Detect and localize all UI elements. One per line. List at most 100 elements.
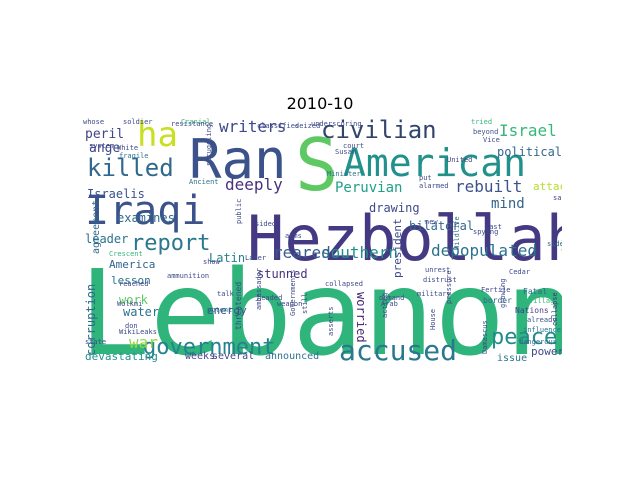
cloud-word-border: border <box>483 296 512 305</box>
cloud-word-minister: Minister <box>327 170 361 178</box>
cloud-word-reared: reared <box>273 243 331 262</box>
cloud-word-peril: peril <box>85 127 124 142</box>
cloud-word-depopulated: depopulated <box>431 241 537 260</box>
cloud-word-attack: attack <box>533 180 562 193</box>
cloud-word-collapse: collapse <box>551 292 559 326</box>
cloud-word-governments: Governments <box>289 270 297 316</box>
cloud-word-weapon: weapon <box>277 300 302 308</box>
cloud-word-nations: Nations <box>515 306 549 315</box>
cloud-word-ancient: Ancient <box>189 178 219 186</box>
cloud-word-wildlife: Wildlife <box>453 216 461 250</box>
cloud-word-don: don <box>125 322 138 330</box>
cloud-word-white: White <box>117 144 138 152</box>
cloud-word-intelligence: Intelligence <box>561 217 562 268</box>
cloud-word-peruvian: Peruvian <box>335 180 402 196</box>
cloud-word-village: village <box>529 297 559 305</box>
cloud-word-put: put <box>419 174 432 182</box>
cloud-word-fragile: fragile <box>119 152 149 160</box>
cloud-word-report: report <box>131 231 210 256</box>
cloud-word-talk: talk <box>217 290 235 298</box>
cloud-word-reached: reached <box>119 280 149 288</box>
cloud-word-tried: tried <box>471 118 492 126</box>
cloud-word-side: side <box>547 240 562 248</box>
cloud-word-vice: Vice <box>483 136 500 144</box>
cloud-word-peace: peace <box>491 325 557 350</box>
cloud-word-ha: ha <box>137 118 178 155</box>
cloud-word-ammunition: ammunition <box>167 272 209 280</box>
cloud-word-military: military <box>417 290 451 298</box>
cloud-word-wikileaks: WikiLeaks <box>119 328 157 336</box>
cloud-word-struggling: struggling <box>205 124 213 166</box>
cloud-word-arab: Arab <box>381 300 398 308</box>
cloud-word-ran: Ran <box>189 128 287 191</box>
cloud-word-seized: seized <box>295 122 320 130</box>
cloud-word-leader: leader <box>85 232 128 246</box>
cloud-word-writers: writers <box>219 118 286 136</box>
cloud-word-court: court <box>343 142 364 150</box>
cloud-word-war: war <box>129 333 158 352</box>
cloud-word-examines: examines <box>117 211 175 225</box>
cloud-word-spying: spying <box>473 228 498 236</box>
cloud-word-political: political <box>497 145 562 159</box>
cloud-word-demand: demand <box>379 294 404 302</box>
cloud-word-latin: Latin <box>209 251 245 265</box>
cloud-word-collapsed: collapsed <box>325 280 363 288</box>
cloud-word-announced: announced <box>265 351 319 362</box>
cloud-word-already: already <box>527 316 557 324</box>
cloud-word-system: system <box>89 142 114 150</box>
cloud-word-worried: worried <box>354 292 368 343</box>
cloud-word-weeks: weeks <box>185 351 215 362</box>
cloud-word-last: Last <box>485 223 502 231</box>
cloud-word-soldier: soldier <box>123 118 153 126</box>
cloud-word-unrest: unrest <box>425 266 450 274</box>
cloud-word-corruption: corruption <box>84 284 98 356</box>
cloud-word-mind: mind <box>491 196 525 212</box>
cloud-word-cedar: Cedar <box>509 268 530 276</box>
cloud-word-asserts: asserts <box>327 306 335 336</box>
cloud-word-classified: classified <box>257 122 299 130</box>
cloud-word-state: state <box>85 338 106 346</box>
cloud-word-headed: headed <box>257 294 282 302</box>
cloud-word-acting: acting <box>381 293 389 318</box>
cloud-word-ange: ange <box>89 141 120 156</box>
cloud-word-s: S <box>295 123 338 207</box>
cloud-word-sided: sided <box>255 220 276 228</box>
cloud-word-crescent: Crescent <box>109 250 143 258</box>
cloud-word-distrust: distrust <box>423 276 457 284</box>
cloud-word-whose: whose <box>83 118 104 126</box>
cloud-word-house: House <box>429 309 437 330</box>
cloud-word-dangerous: dangerous <box>519 338 557 346</box>
cloud-word-several: several <box>212 351 254 362</box>
cloud-word-resistance: resistance <box>171 120 213 128</box>
cloud-word-american: American <box>343 141 526 185</box>
cloud-word-susan: Susan <box>335 148 356 156</box>
cloud-word-show: show <box>203 258 221 266</box>
cloud-word-fertile: Fertile <box>481 286 511 294</box>
cloud-word-ambassador: ambassador <box>255 268 263 310</box>
cloud-word-influence: influence <box>523 326 561 334</box>
cloud-word-said: said <box>553 194 562 202</box>
cloud-word-civilian: civilian <box>321 118 437 144</box>
cloud-word-cranial: Cranial <box>181 118 211 126</box>
cloud-word-work: work <box>119 293 149 307</box>
cloud-word-potent: potent <box>207 306 232 314</box>
cloud-word-devastating: devastating <box>85 350 158 363</box>
cloud-word-iraqi: Iraqi <box>85 188 205 234</box>
cloud-word-new: new <box>425 218 438 226</box>
cloud-word-growing: growing <box>499 278 507 308</box>
cloud-word-wolkmi: Wolkmi <box>117 300 142 308</box>
cloud-word-damascus: Damascus <box>481 320 489 354</box>
word-cloud: Lebanon Hezbollah Ran S American Iraqi ha civil… <box>79 118 562 366</box>
cloud-word-threatened: threatened <box>234 282 243 330</box>
cloud-word-pressure: pressure <box>445 270 453 304</box>
cloud-word-agreement: agreement <box>91 200 102 254</box>
cloud-word-energy: energy <box>207 304 247 317</box>
cloud-word-government: government <box>143 335 275 360</box>
cloud-word-united: United <box>447 156 472 164</box>
cloud-word-issue: issue <box>497 353 527 364</box>
cloud-word-accused: accused <box>339 334 457 366</box>
cloud-word-power: power <box>531 345 562 358</box>
cloud-word-public: public <box>235 199 243 224</box>
cloud-word-beyond: beyond <box>473 128 498 136</box>
cloud-word-hezbollah: Hezbollah <box>247 202 562 275</box>
